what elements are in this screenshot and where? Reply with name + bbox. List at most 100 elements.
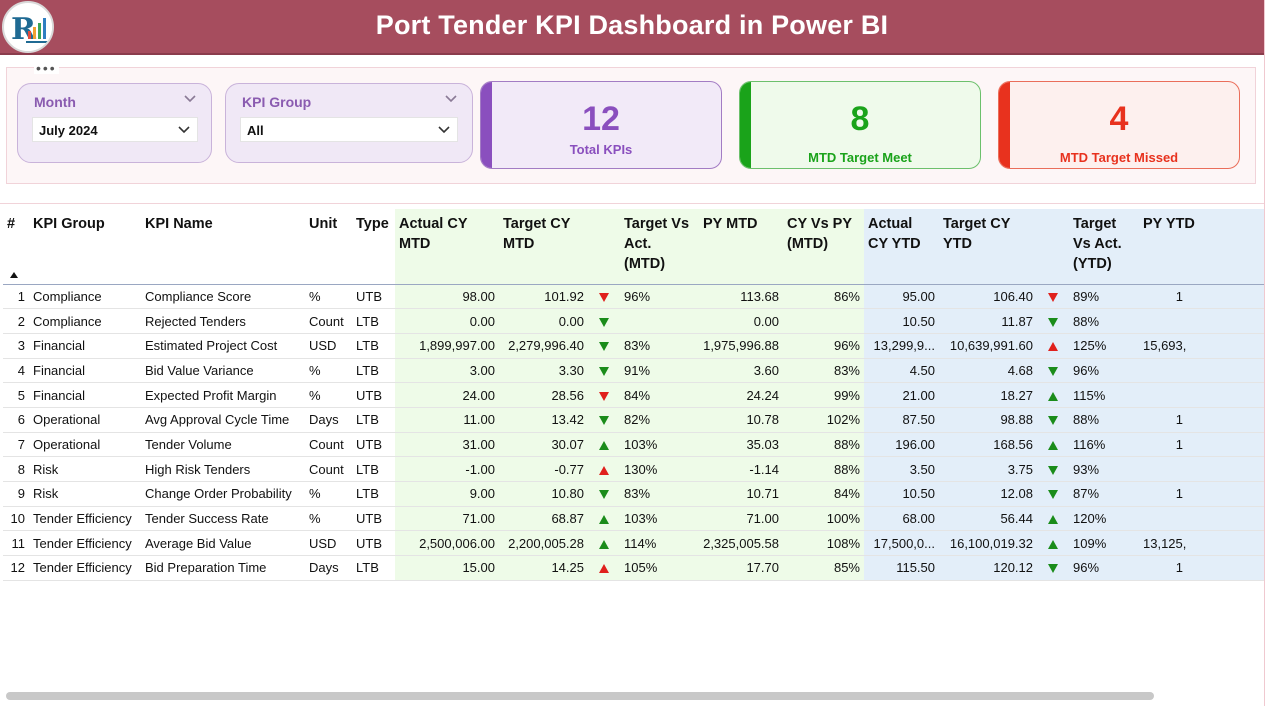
col-header-kpi-name[interactable]: KPI Name [141, 209, 305, 285]
cell-ytd-indicator [1037, 555, 1069, 581]
more-options-icon[interactable]: ••• [34, 60, 59, 76]
table-row[interactable]: 10 Tender Efficiency Tender Success Rate% U… [3, 506, 1264, 532]
kpi-group-dropdown[interactable]: All [240, 117, 458, 142]
cell-target-vs-act-mtd: 83% [620, 481, 699, 507]
cell-cy-vs-py-mtd: 84% [783, 481, 864, 507]
cell-mtd-indicator [588, 530, 620, 557]
cell-target-cy-mtd: 2,200,005.28 [499, 530, 588, 557]
triangle-down-icon [599, 317, 609, 327]
cell-target-vs-act-mtd: 83% [620, 333, 699, 359]
table-row[interactable]: 3 Financial Estimated Project Cost USD LTB 1,… [3, 333, 1264, 359]
month-value: July 2024 [39, 123, 98, 138]
triangle-up-icon [1048, 342, 1058, 352]
cell-unit: % [305, 481, 352, 507]
cell-target-cy-ytd: 168.56 [939, 432, 1037, 458]
cell-target-cy-ytd: 11.87 [939, 308, 1037, 334]
cell-actual-cy-ytd: 115.50 [864, 555, 939, 581]
cell-kpi-group: Compliance [29, 308, 141, 334]
cell-py-ytd: 1 [1139, 432, 1264, 458]
table-row[interactable]: 12 Tender Efficiency Bid Preparation Time D… [3, 555, 1264, 581]
sort-ascending-icon[interactable] [10, 272, 18, 278]
cell-actual-cy-ytd: 68.00 [864, 506, 939, 532]
cell-ytd-indicator [1037, 432, 1069, 458]
cell-target-cy-ytd: 16,100,019.32 [939, 530, 1037, 557]
triangle-up-icon [599, 564, 609, 574]
col-header-target-vs-act-ytd[interactable]: Target Vs Act. (YTD) [1069, 209, 1139, 285]
kpi-group-slicer[interactable]: KPI Group All [225, 83, 473, 163]
cell-kpi-group: Tender Efficiency [29, 555, 141, 581]
horizontal-scrollbar[interactable] [6, 692, 1154, 700]
table-row[interactable]: 2 Compliance Rejected Tenders Count LTB 0.00 0… [3, 308, 1264, 334]
col-header-target-vs-act-mtd[interactable]: Target Vs Act. (MTD) [620, 209, 699, 285]
table-row[interactable]: 9 Risk Change Order Probability% LTB 9.00 10.… [3, 481, 1264, 507]
month-dropdown[interactable]: July 2024 [32, 117, 198, 142]
triangle-up-icon [1048, 539, 1058, 549]
chevron-down-icon[interactable] [437, 123, 451, 137]
cell-target-vs-act-mtd: 82% [620, 407, 699, 433]
col-header-type[interactable]: Type [352, 209, 395, 285]
cell-target-cy-mtd: 2,279,996.40 [499, 333, 588, 359]
col-header-cy-vs-py-mtd[interactable]: CY Vs PY (MTD) [783, 209, 864, 285]
cell-ytd-indicator [1037, 358, 1069, 384]
cell-py-mtd: 0.00 [699, 308, 783, 334]
cell-type: LTB [352, 456, 395, 482]
company-logo: R [2, 1, 54, 53]
chevron-down-icon[interactable] [444, 92, 458, 106]
cell-target-vs-act-ytd: 125% [1069, 333, 1139, 359]
triangle-down-icon [599, 391, 609, 401]
table-row[interactable]: 7 Operational Tender Volume Count UTB 31.00 30… [3, 432, 1264, 458]
month-slicer[interactable]: Month July 2024 [17, 83, 212, 163]
col-header-target-cy-ytd[interactable]: Target CY YTD [939, 209, 1037, 285]
cell-py-ytd: 1 [1139, 481, 1264, 507]
cell-unit: % [305, 506, 352, 532]
cell-ytd-indicator [1037, 456, 1069, 482]
cell-kpi-group: Risk [29, 456, 141, 482]
col-header-kpi-group[interactable]: KPI Group [29, 209, 141, 285]
cell-target-vs-act-ytd: 115% [1069, 382, 1139, 408]
cell-cy-vs-py-mtd: 108% [783, 530, 864, 557]
chevron-down-icon[interactable] [177, 123, 191, 137]
cell-py-mtd: 17.70 [699, 555, 783, 581]
cell-type: UTB [352, 284, 395, 310]
dashboard-title: Port Tender KPI Dashboard in Power BI [375, 10, 889, 40]
cell-target-cy-ytd: 10,639,991.60 [939, 333, 1037, 359]
col-header-num[interactable]: # [3, 209, 29, 285]
triangle-down-icon [599, 342, 609, 352]
cell-target-vs-act-mtd: 114% [620, 530, 699, 557]
kpi-table-container: # KPI Group KPI Name Unit Type Actual CY… [0, 203, 1264, 688]
table-row[interactable]: 11 Tender Efficiency Average Bid Value USD U… [3, 530, 1264, 557]
col-header-py-ytd[interactable]: PY YTD [1139, 209, 1264, 285]
triangle-down-icon [1048, 366, 1058, 376]
table-row[interactable]: 5 Financial Expected Profit Margin% UTB 24.0… [3, 382, 1264, 408]
cell-type: UTB [352, 530, 395, 557]
chevron-down-icon[interactable] [183, 92, 197, 106]
table-row[interactable]: 8 Risk High Risk Tenders Count LTB -1.00 -0.77… [3, 456, 1264, 482]
col-header-target-cy-mtd[interactable]: Target CY MTD [499, 209, 588, 285]
col-header-py-mtd[interactable]: PY MTD [699, 209, 783, 285]
triangle-down-icon [1048, 416, 1058, 426]
cell-py-ytd: 1 [1139, 555, 1264, 581]
cell-kpi-name: Estimated Project Cost [141, 333, 305, 359]
cell-target-cy-mtd: 101.92 [499, 284, 588, 310]
cell-type: LTB [352, 333, 395, 359]
cell-py-ytd [1139, 358, 1264, 384]
cell-actual-cy-mtd: 9.00 [395, 481, 499, 507]
cell-py-ytd [1139, 308, 1264, 334]
cell-kpi-group: Financial [29, 358, 141, 384]
triangle-down-icon [599, 416, 609, 426]
table-row[interactable]: 4 Financial Bid Value Variance% LTB 3.00 3.30… [3, 358, 1264, 384]
table-row[interactable]: 1 Compliance Compliance Score% UTB 98.00 101.… [3, 284, 1264, 310]
cell-py-mtd: 71.00 [699, 506, 783, 532]
table-row[interactable]: 6 Operational Avg Approval Cycle Time Days L… [3, 407, 1264, 433]
cell-kpi-group: Operational [29, 432, 141, 458]
triangle-down-icon [1048, 490, 1058, 500]
col-header-actual-cy-mtd[interactable]: Actual CY MTD [395, 209, 499, 285]
cell-kpi-name: Bid Value Variance [141, 358, 305, 384]
col-header-unit[interactable]: Unit [305, 209, 352, 285]
col-header-actual-cy-ytd[interactable]: Actual CY YTD [864, 209, 939, 285]
cell-target-cy-ytd: 56.44 [939, 506, 1037, 532]
cell-target-vs-act-ytd: 88% [1069, 308, 1139, 334]
cell-kpi-group: Tender Efficiency [29, 530, 141, 557]
cell-ytd-indicator [1037, 407, 1069, 433]
cell-mtd-indicator [588, 284, 620, 310]
